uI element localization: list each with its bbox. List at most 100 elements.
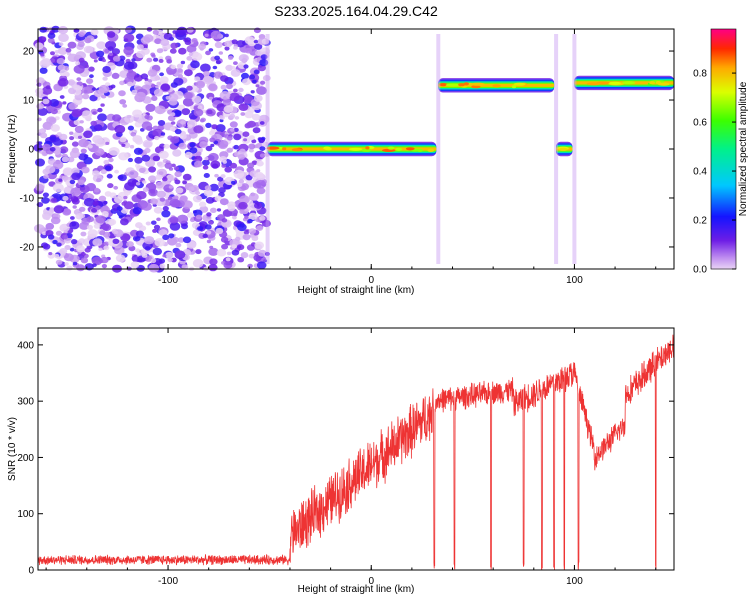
colorbar-step	[711, 267, 736, 270]
heatmap-ridge-peak	[427, 148, 435, 152]
heatmap-noise-blob	[220, 75, 229, 82]
heatmap-noise-blob	[153, 206, 163, 214]
heatmap-noise-blob	[50, 136, 57, 142]
colorbar-label: Normalized spectral amplitude	[738, 81, 749, 216]
heatmap-noise-blob	[94, 148, 105, 156]
colorbar-step	[711, 29, 736, 32]
heatmap-noise-blob	[227, 55, 234, 60]
heatmap-noise-blob	[158, 58, 164, 63]
figure-title: S233.2025.164.04.29.C42	[274, 3, 438, 19]
snr-xtick-label: -100	[158, 576, 178, 587]
heatmap-noise-blob	[45, 104, 55, 112]
heatmap-noise-blob	[175, 187, 184, 194]
heatmap-noise-blob	[171, 236, 180, 243]
heatmap-noise-blob	[75, 213, 84, 220]
colorbar-step	[711, 133, 736, 136]
heatmap-boundary-streak	[572, 34, 577, 264]
heatmap-ridge-peak	[471, 85, 481, 89]
colorbar-step	[711, 107, 736, 110]
heatmap-noise-blob	[41, 58, 52, 67]
heatmap-noise-blob	[55, 259, 63, 265]
heatmap-noise-blob	[92, 111, 97, 115]
heatmap-noise-blob	[237, 154, 246, 160]
heatmap-noise-blob	[170, 64, 177, 70]
heatmap-noise-blob	[133, 74, 143, 82]
heatmap-noise-blob	[37, 107, 48, 116]
heatmap-noise-blob	[148, 263, 160, 273]
heatmap-noise-blob	[210, 143, 215, 148]
heatmap-noise-blob	[239, 195, 250, 204]
heatmap-noise-blob	[101, 211, 109, 217]
heatmap-noise-blob	[192, 259, 204, 268]
colorbar-step	[711, 157, 736, 160]
colorbar-step	[711, 111, 736, 114]
heatmap-noise-blob	[202, 233, 208, 239]
heatmap-noise-blob	[145, 221, 151, 226]
heatmap-noise-blob	[156, 217, 161, 222]
heatmap-noise-blob	[58, 33, 69, 42]
snr-ytick-label: 400	[17, 340, 34, 351]
colorbar-step	[711, 187, 736, 190]
heatmap-noise-blob	[205, 197, 215, 204]
heatmap-noise-blob	[76, 245, 85, 253]
heatmap-noise-blob	[165, 251, 174, 259]
heatmap-noise-blob	[172, 30, 177, 34]
heatmap-noise-blob	[69, 221, 80, 230]
colorbar-step	[711, 43, 736, 46]
heatmap-noise-blob	[230, 128, 235, 132]
heatmap-noise-blob	[132, 109, 143, 118]
colorbar-step	[711, 93, 736, 96]
colorbar-step	[711, 45, 736, 48]
heatmap-noise-blob	[176, 26, 188, 36]
heatmap-noise-blob	[137, 118, 144, 124]
heatmap-noise-blob	[119, 99, 127, 105]
heatmap-noise-blob	[71, 141, 79, 147]
colorbar-step	[711, 231, 736, 234]
heatmap-noise-blob	[248, 143, 256, 150]
heatmap-noise-blob	[173, 110, 182, 117]
heatmap-noise-blob	[78, 238, 86, 244]
heatmap-noise-blob	[102, 66, 111, 73]
heatmap-ridge-peak	[439, 83, 448, 87]
heatmap-noise-blob	[39, 26, 47, 33]
heatmap-noise-blob	[116, 206, 123, 212]
heatmap-noise-blob	[159, 263, 166, 269]
heatmap-noise-blob	[204, 185, 212, 191]
heatmap-noise-blob	[184, 151, 193, 158]
heatmap-noise-blob	[186, 56, 193, 61]
heatmap-noise-blob	[225, 257, 231, 262]
heatmap-noise-blob	[107, 183, 114, 189]
heatmap-ridge-peak	[513, 82, 526, 86]
heatmap-noise-blob	[57, 64, 66, 71]
heatmap-noise-blob	[231, 180, 236, 185]
heatmap-noise-blob	[64, 245, 71, 250]
heatmap-noise-blob	[73, 119, 81, 126]
heatmap-xtick-label: 100	[566, 275, 583, 286]
heatmap-noise-blob	[208, 83, 218, 91]
heatmap-noise-blob	[243, 64, 249, 69]
heatmap-noise-blob	[166, 59, 172, 64]
heatmap-noise-blob	[70, 187, 81, 196]
heatmap-noise-blob	[131, 58, 136, 62]
heatmap-noise-blob	[183, 38, 189, 43]
heatmap-noise-blob	[58, 42, 64, 47]
heatmap-noise-blob	[255, 171, 264, 179]
colorbar-step	[711, 227, 736, 230]
heatmap-noise-blob	[244, 47, 253, 54]
heatmap-noise-blob	[260, 136, 266, 141]
heatmap-noise-blob	[220, 84, 227, 90]
heatmap-noise-blob	[229, 121, 238, 128]
heatmap-noise-blob	[156, 48, 164, 54]
heatmap-noise-blob	[144, 147, 151, 154]
heatmap-noise-blob	[231, 249, 240, 256]
heatmap-noise-blob	[219, 91, 231, 100]
heatmap-noise-blob	[182, 97, 194, 107]
heatmap-noise-blob	[208, 96, 214, 101]
heatmap-noise-blob	[239, 148, 246, 154]
colorbar-step	[711, 253, 736, 256]
heatmap-noise-blob	[59, 95, 65, 99]
colorbar-step	[711, 245, 736, 248]
heatmap-noise-blob	[52, 183, 64, 193]
heatmap-noise-blob	[181, 264, 189, 270]
heatmap-noise-blob	[47, 234, 55, 240]
